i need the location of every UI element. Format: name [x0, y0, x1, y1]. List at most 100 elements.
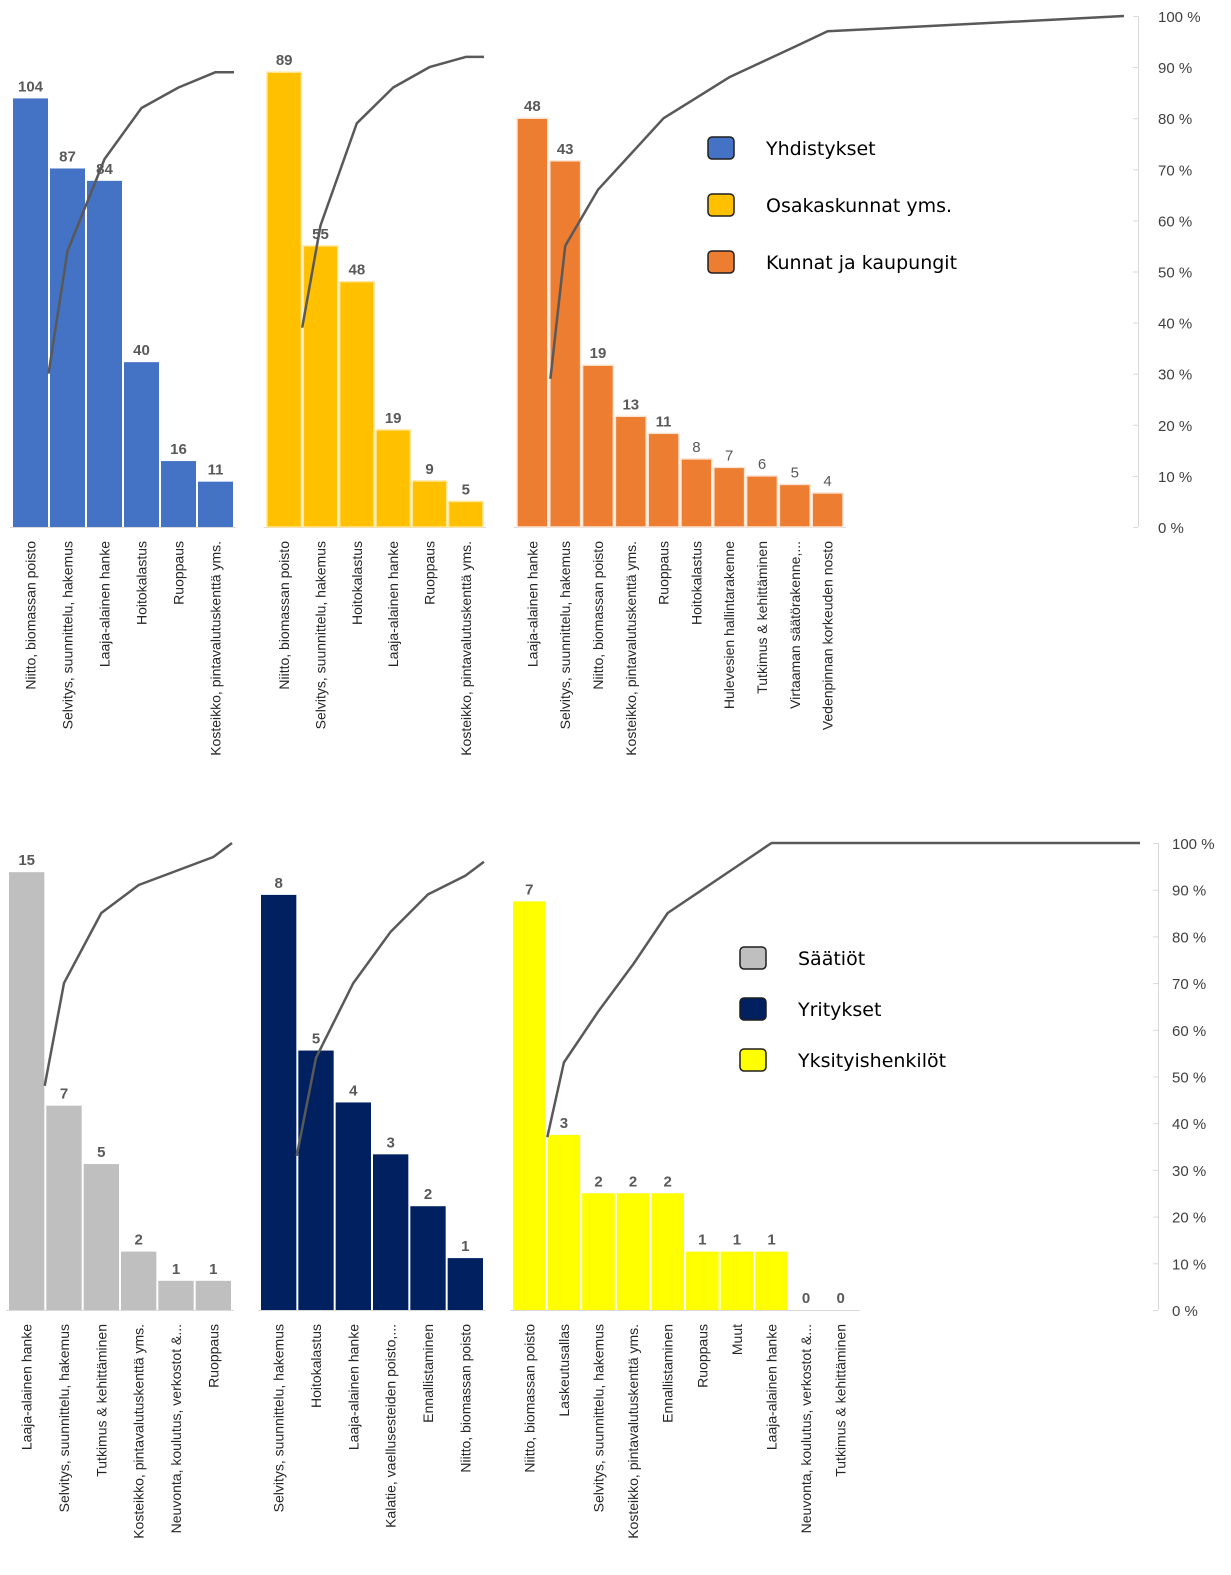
- data-label: 16: [170, 441, 187, 458]
- bar: [338, 280, 375, 528]
- category-label: Kosteikko, pintavalutuskenttä yms.: [458, 541, 474, 756]
- bar: [161, 461, 196, 527]
- data-label: 19: [590, 345, 607, 362]
- bar: [811, 492, 844, 528]
- category-label: Selvitys, suunnittelu, hakemus: [56, 1324, 72, 1512]
- category-label: Laaja-alainen hanke: [764, 1324, 780, 1450]
- legend-swatch: [707, 136, 735, 160]
- category-label: Hoitokalastus: [688, 541, 704, 625]
- category-label: Niitto, biomassan poisto: [276, 541, 292, 690]
- category-label: Selvitys, suunnittelu, hakemus: [60, 541, 76, 729]
- data-label: 5: [462, 481, 470, 498]
- panel-yhdistykset: 104 Niitto, biomassan poisto 87 Selvitys, s…: [10, 70, 236, 756]
- bar: [9, 872, 45, 1310]
- legend-label: Yritykset: [797, 999, 881, 1021]
- category-label: Laskeutusallas: [556, 1324, 572, 1417]
- data-label: 87: [59, 148, 76, 165]
- data-label: 1: [209, 1261, 217, 1278]
- cumulative-line: [549, 14, 1125, 379]
- data-label: 104: [18, 78, 44, 95]
- category-label: Ruoppaus: [656, 541, 672, 605]
- category-label: Hulevesien hallintarakenne: [721, 541, 737, 709]
- axis-tick-label: 20 %: [1172, 1210, 1206, 1227]
- category-label: Kalatie, vaellusesteiden poisto,...: [383, 1324, 399, 1528]
- category-label: Ennallistaminen: [420, 1324, 436, 1423]
- category-label: Kosteikko, pintavalutuskenttä yms.: [625, 1324, 641, 1539]
- bar: [680, 458, 713, 528]
- category-label: Ruoppaus: [694, 1324, 710, 1388]
- axis-tick-label: 40 %: [1172, 1116, 1206, 1133]
- category-label: Laaja-alainen hanke: [524, 541, 540, 667]
- category-label: Selvitys, suunnittelu, hakemus: [557, 541, 573, 729]
- panel-osakaskunnat-yms-: 89 Niitto, biomassan poisto 55 Selvitys, su…: [264, 52, 486, 756]
- category-label: Hoitokalastus: [349, 541, 365, 625]
- data-label: 4: [823, 473, 831, 490]
- bar: [46, 1105, 82, 1310]
- category-label: Ruoppaus: [171, 541, 187, 605]
- category-label: Laaja-alainen hanke: [19, 1324, 35, 1450]
- category-label: Vedenpinnan korkeuden nosto: [820, 541, 836, 730]
- bar: [582, 1193, 615, 1310]
- bar: [411, 480, 448, 528]
- category-label: Tutkimus & kehittäminen: [93, 1324, 109, 1477]
- bar: [198, 481, 233, 527]
- category-label: Virtaaman säätörakenne,...: [787, 541, 803, 709]
- axis-tick-label: 30 %: [1172, 1163, 1206, 1180]
- data-label: 5: [312, 1031, 320, 1048]
- bar: [755, 1251, 788, 1310]
- data-label: 15: [18, 852, 35, 869]
- data-label: 1: [461, 1238, 469, 1255]
- data-label: 2: [594, 1173, 602, 1190]
- cumulative-line: [295, 860, 485, 1157]
- data-label: 19: [385, 410, 402, 427]
- data-label: 5: [97, 1144, 105, 1161]
- bar: [195, 1280, 231, 1310]
- bar: [447, 1258, 483, 1310]
- axis-tick-label: 70 %: [1172, 976, 1206, 993]
- data-label: 8: [692, 439, 700, 456]
- category-label: Ennallistaminen: [660, 1324, 676, 1423]
- axis-tick-label: 100 %: [1158, 9, 1201, 26]
- legend-label: Säätiöt: [798, 948, 865, 970]
- panel-kunnat-ja-kaupungit: 4 8 Laaja-alainen hanke 43 Selvitys, suunnit…: [514, 14, 1125, 756]
- axis-tick-label: 80 %: [1158, 111, 1192, 128]
- bar: [87, 180, 122, 527]
- category-label: Selvitys, suunnittelu, hakemus: [271, 1324, 287, 1512]
- bar: [651, 1193, 684, 1310]
- bar: [375, 429, 412, 528]
- legend-swatch: [707, 250, 735, 274]
- data-label: 55: [312, 226, 329, 243]
- data-label: 11: [208, 462, 224, 479]
- cumulative-line: [546, 841, 1140, 1138]
- data-label: 7: [725, 447, 733, 464]
- data-label: 2: [629, 1173, 637, 1190]
- category-label: Laaja-alainen hanke: [345, 1324, 361, 1450]
- cumulative-line: [47, 70, 234, 374]
- data-label: 89: [276, 52, 293, 69]
- bar: [50, 168, 85, 527]
- data-label: 43: [557, 141, 574, 158]
- data-label: 2: [134, 1232, 142, 1249]
- axis-tick-label: 10 %: [1158, 469, 1192, 486]
- axis-tick-label: 90 %: [1172, 883, 1206, 900]
- data-label: 84: [96, 161, 113, 178]
- category-label: Neuvonta, koulutus, verkostot &...: [168, 1324, 184, 1533]
- cumulative-line: [300, 55, 484, 328]
- data-label: 48: [348, 262, 365, 279]
- bar: [647, 432, 680, 528]
- legend-label: Osakaskunnat yms.: [766, 195, 952, 217]
- bar: [335, 1102, 371, 1310]
- panel-yritykset: 8 Selvitys, suunnittelu, hakemus 5 Hoitokal…: [258, 860, 486, 1528]
- data-label: 2: [424, 1186, 432, 1203]
- bar: [13, 98, 48, 527]
- data-label: 5: [791, 464, 799, 481]
- bar: [261, 894, 297, 1310]
- axis-tick-label: 0 %: [1172, 1303, 1198, 1320]
- legend-swatch: [739, 1048, 767, 1072]
- bar: [266, 71, 303, 528]
- data-label: 0: [802, 1290, 810, 1307]
